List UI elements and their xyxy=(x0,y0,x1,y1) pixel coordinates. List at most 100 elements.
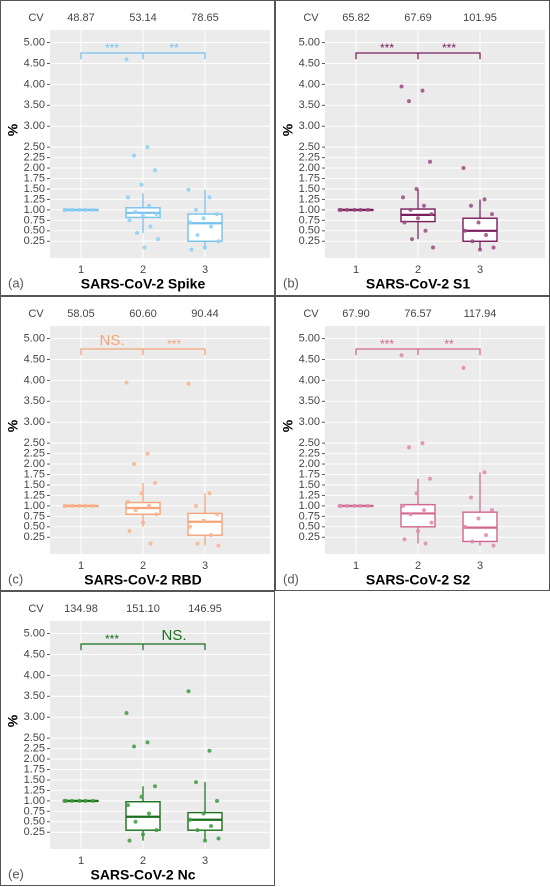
y-tick-label: 1.50 xyxy=(299,479,320,491)
data-point xyxy=(124,57,129,62)
y-tick-label: 1.00 xyxy=(24,795,45,807)
x-tick-label: 3 xyxy=(202,560,208,572)
y-tick-label: 1.50 xyxy=(24,479,45,491)
y-tick-label: 2.00 xyxy=(299,162,320,174)
panel: 0.250.500.751.001.251.501.752.002.252.50… xyxy=(280,308,545,588)
data-point xyxy=(428,159,432,164)
data-point xyxy=(461,166,466,171)
y-tick-label: 5.00 xyxy=(24,332,45,344)
y-tick-label: 0.75 xyxy=(24,510,45,522)
data-point xyxy=(126,195,130,200)
data-point xyxy=(77,798,82,803)
data-point xyxy=(145,740,150,745)
y-tick-label: 1.50 xyxy=(24,183,45,195)
data-point xyxy=(484,533,488,538)
data-point xyxy=(91,798,95,803)
y-tick-label: 0.50 xyxy=(299,521,320,533)
data-point xyxy=(188,524,192,529)
data-point xyxy=(401,195,405,200)
data-point xyxy=(189,247,194,252)
panel-border xyxy=(0,591,275,886)
data-point xyxy=(463,524,467,529)
data-point xyxy=(203,838,207,843)
data-point xyxy=(153,480,157,485)
data-point xyxy=(215,798,219,803)
data-point xyxy=(490,212,494,217)
data-point xyxy=(64,798,68,803)
sig-label: *** xyxy=(380,41,394,55)
y-tick-label: 3.00 xyxy=(299,120,320,132)
sig-label: *** xyxy=(380,337,394,351)
y-tick-label: 0.50 xyxy=(24,816,45,828)
data-point xyxy=(402,537,407,542)
data-point xyxy=(124,380,129,385)
y-tick-label: 4.00 xyxy=(24,78,45,90)
y-tick-label: 4.50 xyxy=(299,353,320,365)
y-tick-label: 0.75 xyxy=(299,510,320,522)
data-point xyxy=(358,207,363,212)
data-point xyxy=(423,541,428,546)
x-tick-label: 1 xyxy=(353,264,359,276)
sig-label: NS. xyxy=(99,332,124,349)
data-point xyxy=(126,803,130,808)
data-point xyxy=(194,207,198,212)
x-tick-label: 2 xyxy=(140,560,146,572)
panel-title: SARS-CoV-2 Spike xyxy=(81,276,206,292)
data-point xyxy=(207,491,212,496)
data-point xyxy=(407,99,411,104)
data-point xyxy=(339,207,343,212)
y-tick-label: 1.75 xyxy=(299,468,320,480)
data-point xyxy=(420,88,425,93)
panel: 0.250.500.751.001.251.501.752.002.252.50… xyxy=(5,603,270,883)
data-point xyxy=(399,84,404,89)
sig-bracket xyxy=(80,52,206,60)
y-tick-label: 4.50 xyxy=(299,57,320,69)
y-tick-label: 1.25 xyxy=(24,489,45,501)
data-point xyxy=(201,518,206,523)
y-tick-label: 2.50 xyxy=(24,732,45,744)
data-point xyxy=(133,209,138,214)
cv-value: 78.65 xyxy=(191,12,219,24)
data-point xyxy=(423,228,428,233)
data-point xyxy=(132,153,136,158)
panel-label: (c) xyxy=(8,571,23,586)
y-tick-label: 3.50 xyxy=(24,690,45,702)
plot-background xyxy=(325,30,545,258)
data-point xyxy=(154,828,159,833)
data-point xyxy=(345,503,349,508)
data-point xyxy=(156,237,160,242)
y-tick-label: 2.25 xyxy=(24,743,45,755)
panel-label: (e) xyxy=(8,866,24,881)
box xyxy=(400,503,436,528)
data-point xyxy=(64,207,68,212)
data-point xyxy=(186,689,191,694)
data-point xyxy=(461,365,466,370)
data-point xyxy=(91,207,95,212)
data-point xyxy=(148,224,153,229)
cv-value: 60.60 xyxy=(129,308,157,320)
x-tick-label: 3 xyxy=(202,855,208,867)
x-tick-label: 2 xyxy=(140,264,146,276)
data-point xyxy=(70,503,74,508)
y-tick-label: 3.00 xyxy=(24,711,45,723)
sig-bracket xyxy=(355,348,481,356)
cv-label: CV xyxy=(303,12,319,24)
data-point xyxy=(147,503,151,508)
y-tick-label: 0.25 xyxy=(299,235,320,247)
data-point xyxy=(470,539,475,544)
y-tick-label: 0.50 xyxy=(24,225,45,237)
data-point xyxy=(428,476,432,481)
data-point xyxy=(478,247,482,252)
data-point xyxy=(195,232,200,237)
cv-label: CV xyxy=(28,308,44,320)
data-point xyxy=(139,491,144,496)
cv-value: 67.90 xyxy=(342,308,370,320)
data-point xyxy=(186,187,191,192)
data-point xyxy=(410,237,414,242)
cv-value: 76.57 xyxy=(404,308,432,320)
x-tick-label: 2 xyxy=(140,855,146,867)
y-tick-label: 4.00 xyxy=(24,669,45,681)
y-axis-label: % xyxy=(280,123,296,136)
data-point xyxy=(64,503,68,508)
y-tick-label: 1.75 xyxy=(24,763,45,775)
